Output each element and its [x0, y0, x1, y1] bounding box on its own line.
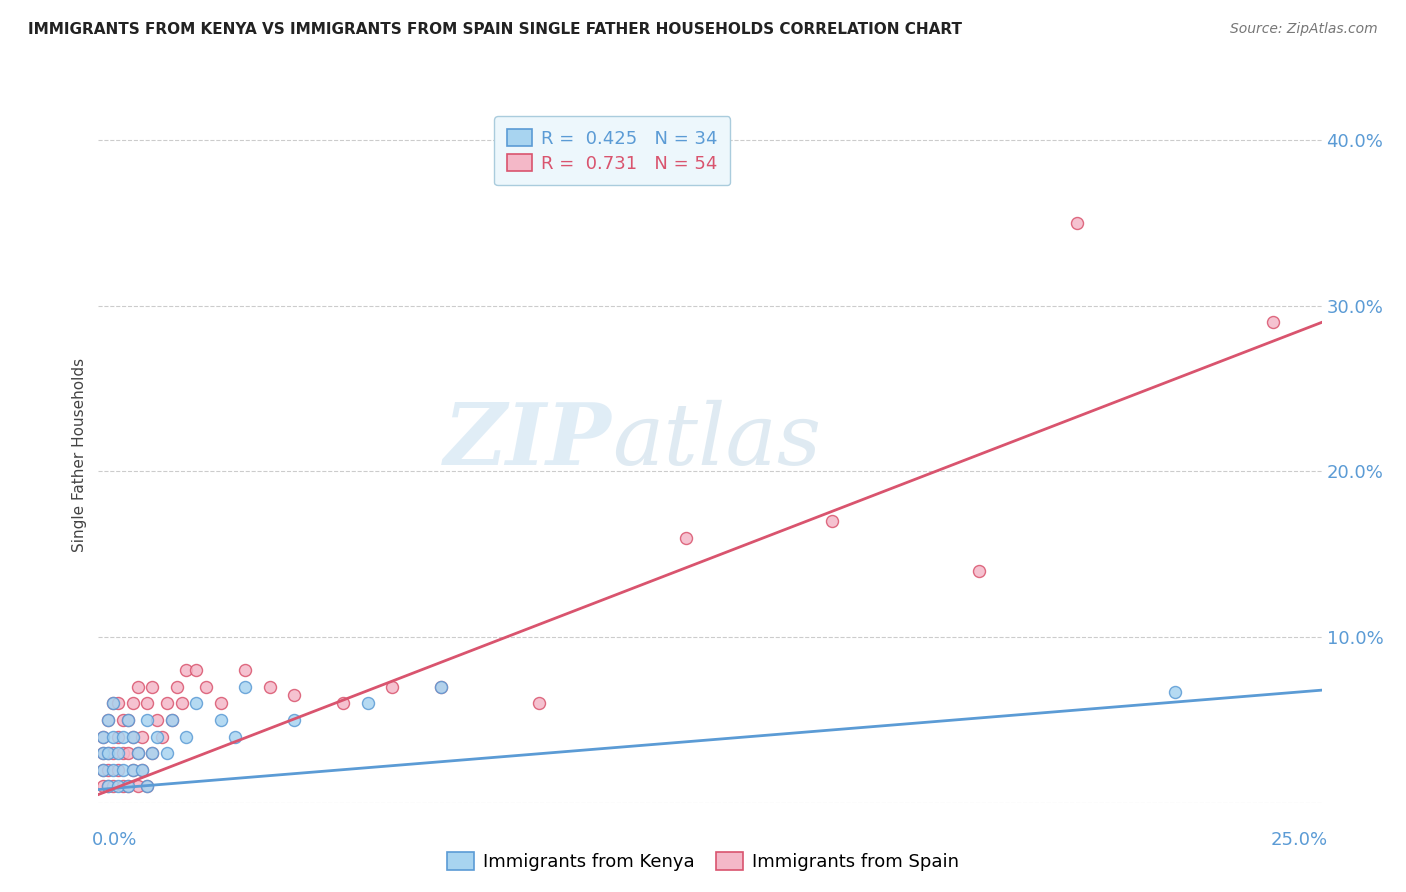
Point [136, 779, 159, 793]
Point [160, 713, 183, 727]
Point [1164, 685, 1187, 699]
Point [117, 713, 139, 727]
Point [107, 746, 129, 760]
Point [117, 713, 139, 727]
Text: Source: ZipAtlas.com: Source: ZipAtlas.com [1230, 22, 1378, 37]
Point [111, 713, 134, 727]
Point [141, 746, 163, 760]
Point [97, 746, 120, 760]
Point [91, 730, 114, 744]
Point [166, 680, 188, 694]
Point [127, 779, 149, 793]
Point [141, 680, 163, 694]
Point [107, 697, 129, 711]
Point [121, 730, 143, 744]
Point [283, 688, 305, 702]
Point [121, 730, 143, 744]
Point [176, 663, 198, 677]
Point [101, 779, 124, 793]
Point [160, 713, 183, 727]
Point [430, 680, 453, 694]
Point [117, 779, 139, 793]
Point [97, 713, 120, 727]
Point [131, 730, 153, 744]
Point [821, 514, 844, 528]
Point [332, 697, 354, 711]
Point [150, 730, 173, 744]
Point [146, 730, 169, 744]
Point [91, 763, 114, 777]
Text: atlas: atlas [612, 400, 821, 483]
Point [209, 697, 232, 711]
Point [675, 531, 697, 545]
Point [186, 697, 208, 711]
Point [111, 746, 134, 760]
Point [91, 746, 114, 760]
Point [111, 763, 134, 777]
Point [283, 713, 305, 727]
Point [91, 763, 114, 777]
Point [107, 763, 129, 777]
Point [233, 663, 256, 677]
Point [1261, 315, 1284, 329]
Point [186, 663, 208, 677]
Point [259, 680, 281, 694]
Point [121, 697, 143, 711]
Point [195, 680, 218, 694]
Point [967, 564, 990, 578]
Point [97, 746, 120, 760]
Point [209, 713, 232, 727]
Text: IMMIGRANTS FROM KENYA VS IMMIGRANTS FROM SPAIN SINGLE FATHER HOUSEHOLDS CORRELAT: IMMIGRANTS FROM KENYA VS IMMIGRANTS FROM… [28, 22, 962, 37]
Point [107, 730, 129, 744]
Point [91, 730, 114, 744]
Point [131, 763, 153, 777]
Point [121, 763, 143, 777]
Point [1066, 216, 1088, 230]
Point [136, 713, 159, 727]
Point [356, 697, 378, 711]
Point [97, 713, 120, 727]
Point [117, 746, 139, 760]
Point [156, 746, 179, 760]
Point [127, 746, 149, 760]
Point [97, 779, 120, 793]
Point [101, 697, 124, 711]
Text: ZIP: ZIP [444, 400, 612, 483]
Point [101, 697, 124, 711]
Point [141, 746, 163, 760]
Point [121, 763, 143, 777]
Point [111, 730, 134, 744]
Text: 25.0%: 25.0% [1271, 830, 1327, 848]
Point [176, 730, 198, 744]
Point [127, 680, 149, 694]
Point [91, 746, 114, 760]
Point [101, 730, 124, 744]
Point [111, 779, 134, 793]
Legend: Immigrants from Kenya, Immigrants from Spain: Immigrants from Kenya, Immigrants from S… [440, 846, 966, 879]
Point [381, 680, 404, 694]
Point [224, 730, 246, 744]
Legend: R =  0.425   N = 34, R =  0.731   N = 54: R = 0.425 N = 34, R = 0.731 N = 54 [494, 116, 730, 186]
Point [233, 680, 256, 694]
Point [430, 680, 453, 694]
Point [107, 779, 129, 793]
Point [146, 713, 169, 727]
Point [136, 697, 159, 711]
Point [91, 779, 114, 793]
Point [97, 779, 120, 793]
Point [117, 779, 139, 793]
Point [170, 697, 193, 711]
Point [131, 763, 153, 777]
Point [527, 697, 550, 711]
Point [101, 763, 124, 777]
Point [156, 697, 179, 711]
Point [101, 746, 124, 760]
Point [136, 779, 159, 793]
Point [97, 763, 120, 777]
Y-axis label: Single Father Households: Single Father Households [72, 358, 87, 552]
Text: 0.0%: 0.0% [93, 830, 138, 848]
Point [127, 746, 149, 760]
